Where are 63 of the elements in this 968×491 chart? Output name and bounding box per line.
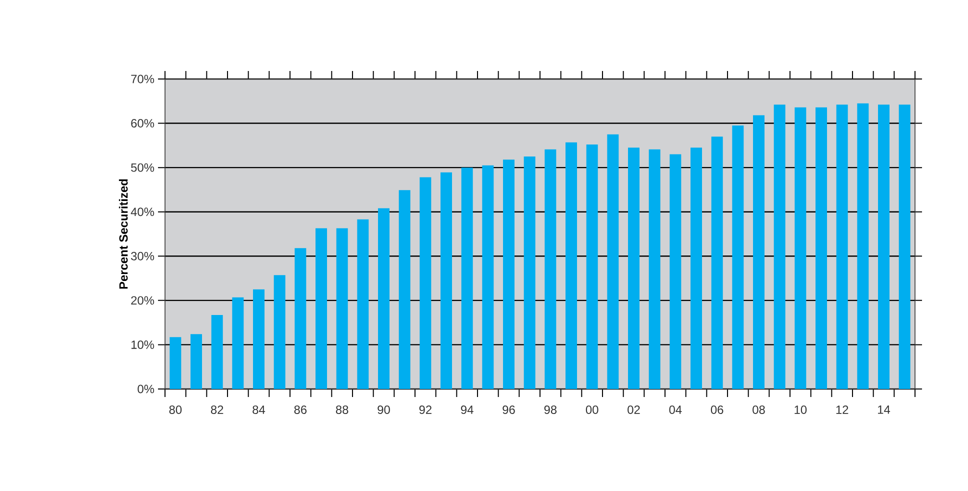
bar xyxy=(816,107,828,389)
bar xyxy=(503,160,515,389)
bar xyxy=(566,142,578,389)
y-tick-label: 40% xyxy=(130,208,154,216)
y-tick-label: 0% xyxy=(138,384,154,394)
x-tick-label: 06 xyxy=(710,406,724,414)
bar xyxy=(878,104,890,389)
bar xyxy=(211,315,223,389)
bar xyxy=(461,168,473,389)
bar xyxy=(753,115,765,389)
x-tick-label: 08 xyxy=(752,406,765,414)
bar xyxy=(420,177,432,389)
bar xyxy=(774,104,786,389)
x-tick-label: 82 xyxy=(210,406,224,414)
bar xyxy=(398,190,410,389)
y-axis-title: Percent Securitized xyxy=(118,179,128,289)
bar xyxy=(732,125,744,389)
x-tick-label: 00 xyxy=(586,406,598,414)
bar xyxy=(440,172,452,389)
x-tick-label: 10 xyxy=(794,406,807,414)
bar xyxy=(607,134,619,389)
bar xyxy=(274,275,286,389)
y-tick-label: 30% xyxy=(131,252,154,260)
bar xyxy=(711,136,723,389)
bar xyxy=(648,149,660,389)
x-tick-label: 98 xyxy=(544,406,557,414)
x-tick-label: 84 xyxy=(252,406,266,414)
bar xyxy=(378,208,390,389)
y-tick-label: 10% xyxy=(131,340,154,349)
x-tick-label: 14 xyxy=(878,406,890,414)
bar xyxy=(628,148,640,389)
bar xyxy=(898,104,910,389)
y-tick-label: 60% xyxy=(131,119,154,128)
bar xyxy=(294,248,306,389)
x-tick-label: 92 xyxy=(419,406,432,414)
x-tick-label: 90 xyxy=(378,406,390,414)
bar xyxy=(794,107,806,389)
bar xyxy=(232,297,244,389)
x-tick-label: 96 xyxy=(502,406,515,414)
bar xyxy=(482,165,494,389)
bar xyxy=(316,228,328,389)
y-tick-label: 20% xyxy=(131,296,154,305)
x-tick-label: 12 xyxy=(836,406,848,414)
bar xyxy=(357,219,369,389)
bar xyxy=(524,156,536,389)
bar xyxy=(170,337,182,389)
x-tick-label: 94 xyxy=(461,406,474,414)
bar xyxy=(836,104,848,389)
y-tick-label: 70% xyxy=(131,74,154,84)
bar xyxy=(190,334,202,389)
x-tick-label: 86 xyxy=(294,406,307,414)
bar xyxy=(857,103,869,389)
bar xyxy=(670,154,682,389)
bar xyxy=(586,144,598,389)
bar xyxy=(690,148,702,389)
bar xyxy=(544,149,556,389)
x-tick-label: 02 xyxy=(628,406,640,414)
bar xyxy=(253,289,265,389)
x-tick-label: 04 xyxy=(669,406,682,414)
x-tick-label: 88 xyxy=(336,406,348,414)
bar xyxy=(336,228,348,389)
y-tick-label: 50% xyxy=(131,163,154,172)
x-tick-label: 80 xyxy=(169,406,182,414)
